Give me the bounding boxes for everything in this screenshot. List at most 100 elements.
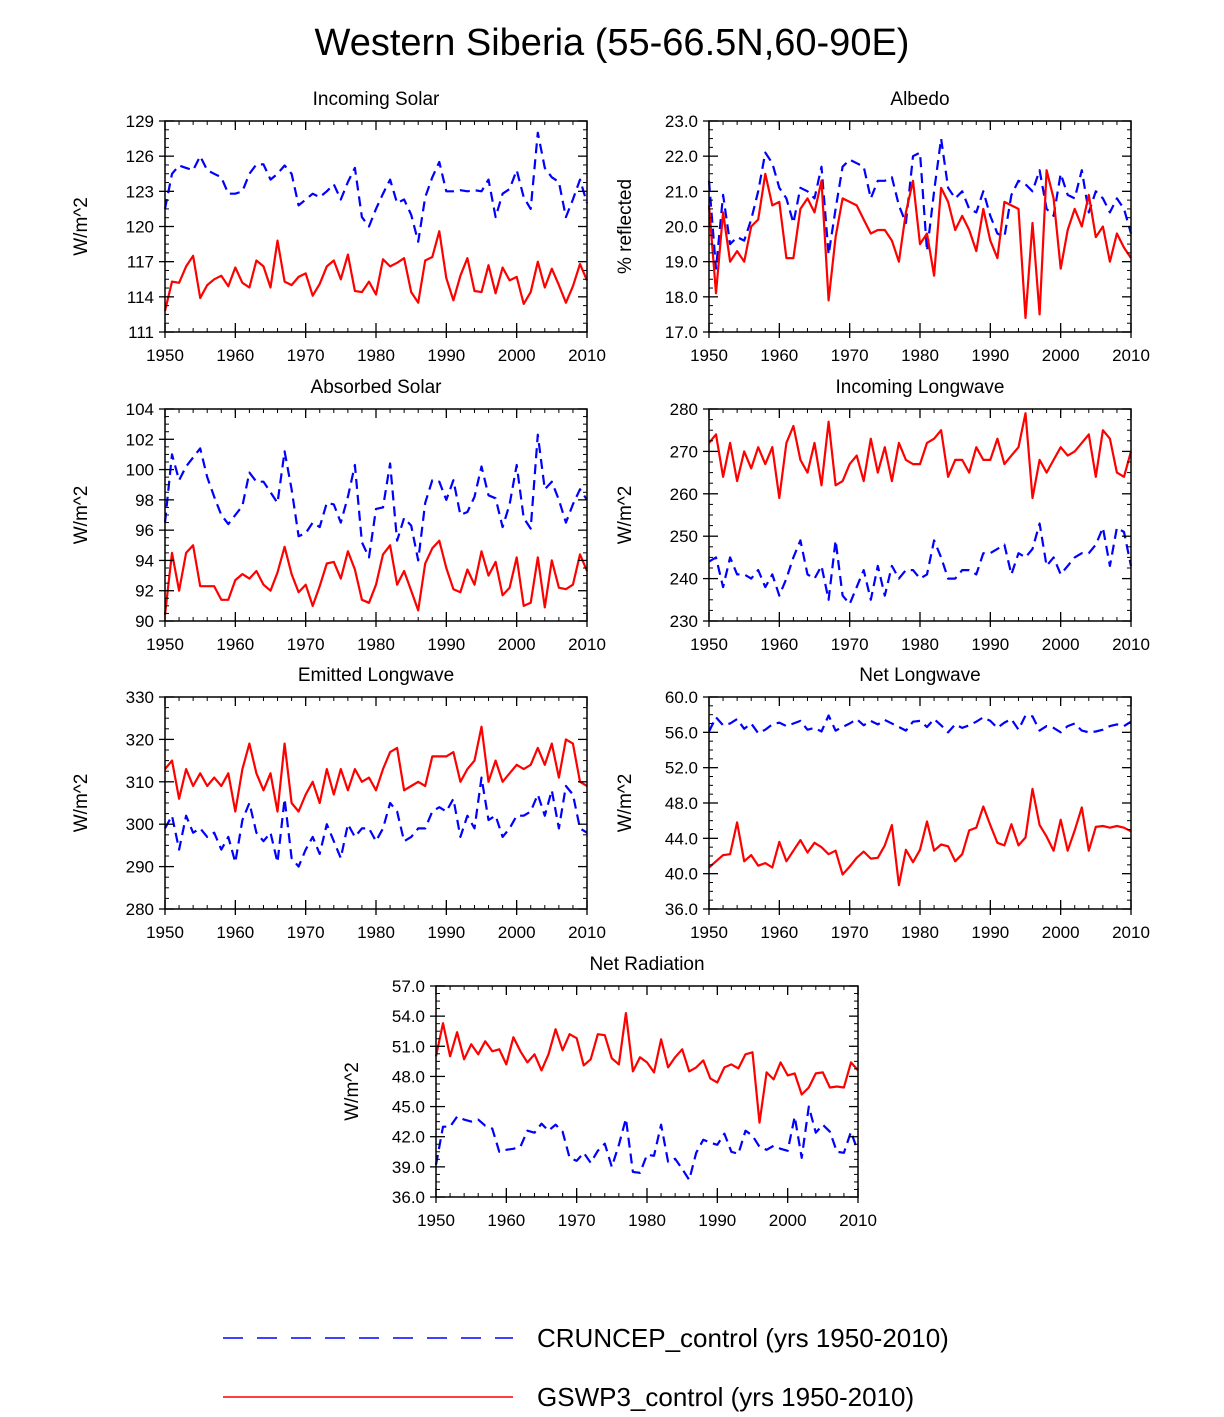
y-tick-label: 330 [126, 688, 154, 707]
x-tick-label: 2010 [568, 923, 606, 942]
y-tick-label: 230 [670, 612, 698, 631]
y-tick-label: 20.0 [665, 218, 698, 237]
y-tick-label: 48.0 [665, 794, 698, 813]
series-line-gswp3-control-absorbed-solar [163, 539, 589, 616]
plot-frame-net-longwave [708, 696, 1132, 910]
x-tick-label: 1990 [427, 635, 465, 654]
y-tick-label: 104 [126, 400, 154, 419]
y-tick-label: 250 [670, 527, 698, 546]
panel-title-incoming-solar: Incoming Solar [313, 89, 440, 110]
x-tick-label: 2000 [498, 635, 536, 654]
legend: CRUNCEP_control (yrs 1950-2010) GSWP3_con… [223, 1323, 949, 1412]
y-tick-label: 56.0 [665, 723, 698, 742]
x-tick-label: 1980 [357, 923, 395, 942]
y-tick-label: 36.0 [392, 1188, 425, 1207]
x-tick-label: 1970 [287, 635, 325, 654]
series-line-gswp3-control-net-radiation [434, 1011, 859, 1124]
series-line-cruncep-control-net-longwave [708, 714, 1132, 735]
x-tick-label: 1970 [831, 635, 869, 654]
x-tick-label: 2010 [1112, 923, 1150, 942]
x-tick-label: 1960 [760, 346, 798, 365]
y-tick-label: 52.0 [665, 759, 698, 778]
x-tick-label: 1990 [427, 346, 465, 365]
panel-title-emitted-longwave: Emitted Longwave [298, 665, 454, 686]
panel-incoming-longwave: 1950 1960 1970 1980 1990 2000 2010 230 240 250 260… [615, 377, 1150, 654]
x-tick-label: 2010 [568, 635, 606, 654]
x-tick-label: 2000 [1042, 923, 1080, 942]
x-tick-label: 1970 [287, 923, 325, 942]
y-tick-label: 300 [126, 815, 154, 834]
x-tick-label: 1990 [971, 923, 1009, 942]
y-axis-label-net-radiation: W/m^2 [342, 1062, 363, 1121]
y-axis-label-albedo: % reflected [615, 179, 636, 274]
y-tick-label: 111 [128, 323, 154, 342]
x-tick-label: 1970 [831, 346, 869, 365]
y-axis-label-absorbed-solar: W/m^2 [71, 486, 92, 545]
x-tick-label: 1950 [417, 1211, 455, 1230]
y-tick-label: 129 [126, 112, 154, 131]
x-tick-label: 1950 [146, 923, 184, 942]
y-tick-label: 126 [126, 147, 154, 166]
x-tick-label: 1960 [487, 1211, 525, 1230]
panel-title-incoming-longwave: Incoming Longwave [836, 377, 1005, 398]
x-tick-label: 1980 [901, 923, 939, 942]
x-tick-label: 1950 [146, 346, 184, 365]
panel-albedo: 1950 1960 1970 1980 1990 2000 2010 17.0 18.0 19.0… [615, 89, 1150, 365]
y-tick-label: 21.0 [665, 182, 698, 201]
y-tick-label: 114 [127, 288, 154, 307]
x-tick-label: 2000 [1042, 635, 1080, 654]
panel-title-net-radiation: Net Radiation [589, 954, 704, 975]
y-tick-label: 23.0 [665, 112, 698, 131]
panel-title-net-longwave: Net Longwave [859, 665, 980, 686]
x-tick-label: 2010 [568, 346, 606, 365]
y-tick-label: 22.0 [665, 147, 698, 166]
series-line-cruncep-control-incoming-solar [163, 131, 589, 243]
y-tick-label: 100 [126, 461, 154, 480]
x-tick-label: 1970 [287, 346, 325, 365]
series-line-cruncep-control-absorbed-solar [163, 433, 588, 562]
y-tick-label: 54.0 [392, 1007, 425, 1026]
panel-emitted-longwave: 1950 1960 1970 1980 1990 2000 2010 280 290 300 310… [71, 665, 606, 942]
y-tick-label: 117 [127, 253, 154, 272]
series-line-gswp3-control-albedo [707, 169, 1132, 319]
y-tick-label: 92 [135, 582, 154, 601]
y-tick-label: 123 [126, 182, 154, 201]
y-tick-label: 90 [135, 612, 154, 631]
series-line-cruncep-control-net-radiation [434, 1105, 860, 1182]
y-axis-label-emitted-longwave: W/m^2 [71, 774, 92, 833]
y-tick-label: 48.0 [392, 1067, 425, 1086]
panel-incoming-solar: 1950 1960 1970 1980 1990 2000 2010 111 114 117 120… [71, 89, 606, 365]
y-tick-label: 18.0 [665, 288, 698, 307]
x-tick-label: 1980 [901, 635, 939, 654]
x-tick-label: 1990 [698, 1211, 736, 1230]
x-tick-label: 2000 [498, 923, 536, 942]
panel-absorbed-solar: 1950 1960 1970 1980 1990 2000 2010 90 92 94 96 98 10… [71, 377, 606, 654]
y-tick-label: 40.0 [665, 865, 698, 884]
y-tick-label: 44.0 [665, 829, 698, 848]
panel-net-longwave: 1950 1960 1970 1980 1990 2000 2010 36.0 40.0 44.0… [615, 665, 1150, 942]
y-tick-label: 290 [126, 858, 154, 877]
x-tick-label: 1950 [690, 346, 728, 365]
y-tick-label: 36.0 [665, 900, 698, 919]
x-tick-label: 1960 [760, 923, 798, 942]
x-tick-label: 1970 [831, 923, 869, 942]
x-tick-label: 1990 [427, 923, 465, 942]
y-axis-label-incoming-longwave: W/m^2 [615, 486, 636, 545]
plot-frame-net-radiation [435, 985, 859, 1198]
x-tick-label: 1960 [216, 346, 254, 365]
series-line-gswp3-control-incoming-longwave [708, 412, 1133, 500]
y-tick-label: 98 [135, 491, 154, 510]
y-tick-label: 94 [135, 551, 154, 570]
y-tick-label: 19.0 [665, 253, 698, 272]
series-line-gswp3-control-net-longwave [708, 787, 1132, 887]
y-tick-label: 39.0 [392, 1158, 425, 1177]
x-tick-label: 2000 [498, 346, 536, 365]
x-tick-label: 1980 [357, 346, 395, 365]
panel-title-albedo: Albedo [890, 89, 949, 110]
x-tick-label: 1950 [690, 923, 728, 942]
y-tick-label: 120 [126, 218, 154, 237]
legend-label-cruncep-control: CRUNCEP_control (yrs 1950-2010) [537, 1323, 949, 1353]
x-tick-label: 1980 [357, 635, 395, 654]
y-tick-label: 60.0 [665, 688, 698, 707]
